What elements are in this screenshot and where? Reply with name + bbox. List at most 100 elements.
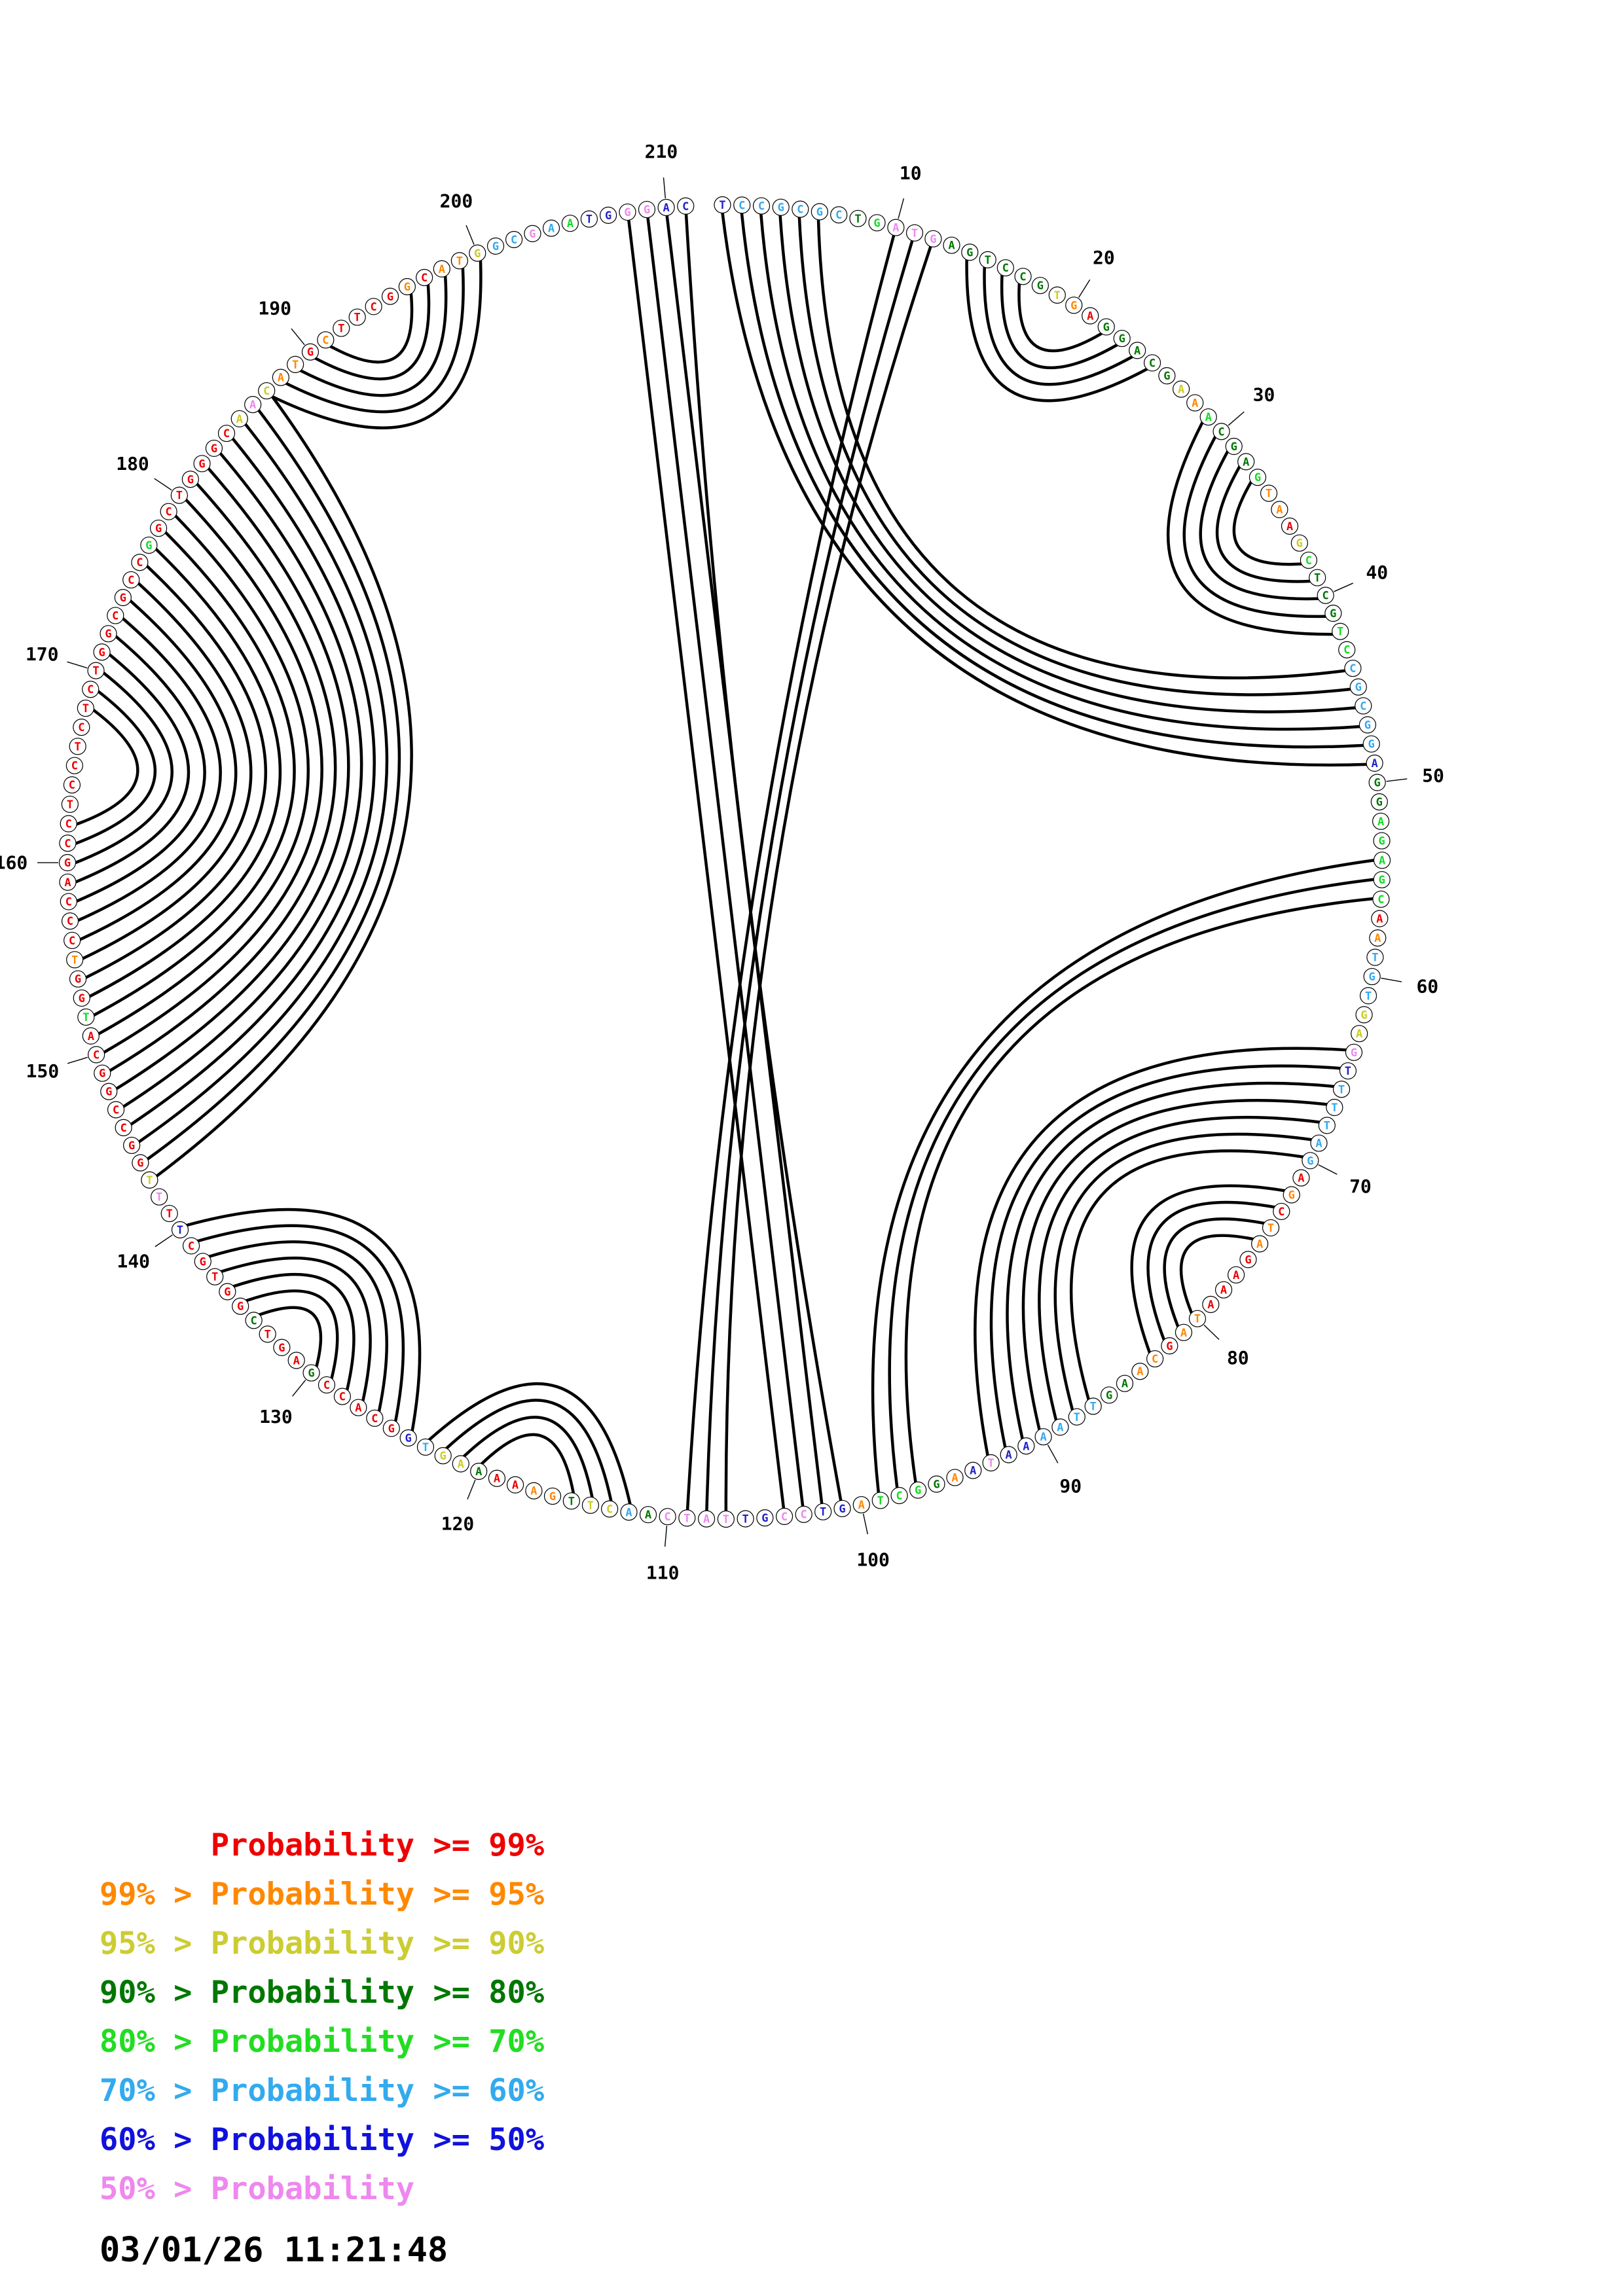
nucleotide-letter: A [567, 217, 574, 230]
nucleotide-circle [946, 1469, 964, 1486]
nucleotide-letter: G [137, 1157, 143, 1170]
nucleotide-circle [452, 1455, 469, 1473]
nucleotide-letter: G [404, 281, 410, 294]
nucleotide-circle [171, 1221, 189, 1239]
nucleotide-letter: T [71, 954, 78, 967]
nucleotide-circle [433, 260, 450, 278]
nucleotide-letter: G [98, 646, 105, 659]
nucleotide-letter: T [1074, 1411, 1080, 1424]
nucleotide-letter: G [224, 1285, 230, 1299]
position-tick [1203, 1324, 1220, 1340]
nucleotide-circle [600, 206, 617, 224]
nucleotide-circle [1146, 1350, 1164, 1368]
nucleotide-circle [561, 215, 579, 232]
nucleotide-circle [350, 1399, 367, 1416]
nucleotide-circle [1339, 1062, 1357, 1080]
nucleotide-circle [756, 1509, 774, 1527]
nucleotide-circle [924, 230, 942, 247]
nucleotide-letter: C [1278, 1206, 1285, 1219]
nucleotide-letter: G [1254, 471, 1261, 484]
base-pair-arc [1163, 1217, 1266, 1329]
position-label: 170 [26, 643, 59, 665]
base-pair-arc [79, 599, 238, 941]
base-pair-arc [129, 437, 376, 1126]
nucleotide-letter: C [1305, 554, 1312, 567]
nucleotide-letter: T [1324, 1119, 1330, 1132]
nucleotide-circle [398, 278, 416, 296]
nucleotide-letter: C [251, 1314, 257, 1327]
nucleotide-letter: T [75, 740, 81, 753]
base-pair-arc [665, 214, 824, 1505]
nucleotide-circle [1175, 1323, 1193, 1341]
nucleotide-letter: G [155, 522, 162, 535]
nucleotide-letter: G [278, 1342, 285, 1355]
nucleotide-circle [132, 1154, 149, 1172]
nucleotide-circle [206, 1268, 224, 1285]
nucleotide-letter: A [1298, 1172, 1304, 1185]
nucleotide-letter: G [778, 202, 784, 215]
position-label: 140 [117, 1251, 150, 1272]
nucleotide-circle [301, 343, 319, 361]
nucleotide-circle [1362, 735, 1380, 753]
nucleotide-circle [677, 197, 695, 215]
nucleotide-circle [1213, 423, 1230, 440]
nucleotide-letter: C [78, 721, 84, 734]
nucleotide-circle [1369, 929, 1387, 947]
nucleotide-circle [909, 1481, 927, 1499]
nucleotide-circle [416, 1438, 435, 1456]
nucleotide-circle [94, 1064, 111, 1082]
nucleotide-letter: T [1345, 1065, 1351, 1078]
nucleotide-letter: G [761, 1512, 768, 1525]
nucleotide-letter: G [307, 346, 314, 359]
nucleotide-letter: C [896, 1490, 902, 1503]
nucleotide-letter: A [1376, 913, 1383, 926]
nucleotide-circle [905, 224, 924, 242]
base-pair-arc [428, 1382, 632, 1506]
nucleotide-letter: G [145, 539, 152, 552]
nucleotide-letter: G [120, 592, 126, 605]
nucleotide-circle [814, 1503, 832, 1520]
nucleotide-circle [1031, 277, 1049, 295]
nucleotide-circle [1366, 948, 1384, 966]
nucleotide-circle [107, 1101, 125, 1119]
base-pair-arc [983, 266, 1134, 386]
nucleotide-letter: G [308, 1367, 314, 1380]
nucleotide-letter: T [719, 199, 725, 212]
nucleotide-letter: T [723, 1513, 729, 1526]
nucleotide-circle [1188, 1310, 1207, 1327]
nucleotide-letter: T [82, 1011, 89, 1024]
nucleotide-circle [1000, 1446, 1017, 1463]
nucleotide-letter: G [388, 1422, 395, 1435]
nucleotide-letter: A [494, 1473, 500, 1486]
nucleotide-circle [1371, 910, 1389, 927]
nucleotide-letter: A [439, 263, 445, 276]
nucleotide-circle [1260, 484, 1278, 502]
nucleotide-circle [245, 1312, 263, 1329]
nucleotide-letter: C [65, 818, 72, 831]
nucleotide-circle [1116, 1374, 1134, 1392]
base-pair-arc [1166, 421, 1334, 636]
nucleotide-circle [1372, 812, 1390, 830]
nucleotide-circle [639, 1506, 657, 1524]
nucleotide-circle [115, 1119, 132, 1136]
nucleotide-circle [657, 198, 675, 217]
nucleotide-letter: C [1152, 1353, 1158, 1366]
nucleotide-letter: G [966, 246, 973, 259]
nucleotide-circle [1332, 1081, 1351, 1098]
nucleotide-letter: C [781, 1511, 788, 1524]
nucleotide-circle [1368, 774, 1386, 791]
nucleotide-letter: A [1087, 310, 1093, 323]
nucleotide-letter: G [405, 1432, 412, 1445]
nucleotide-letter: G [99, 1067, 105, 1081]
nucleotide-letter: G [1378, 835, 1385, 848]
nucleotide-circle [61, 912, 79, 930]
nucleotide-letter: A [1180, 1327, 1187, 1340]
nucleotide-letter: A [1256, 1238, 1263, 1251]
position-tick [1334, 583, 1353, 592]
base-pair-arc [1232, 480, 1304, 566]
nucleotide-letter: T [985, 254, 991, 267]
base-pair-arc [1130, 1184, 1286, 1354]
nucleotide-letter: G [79, 992, 85, 1005]
nucleotide-letter: A [1379, 854, 1385, 867]
nucleotide-circle [272, 368, 289, 386]
